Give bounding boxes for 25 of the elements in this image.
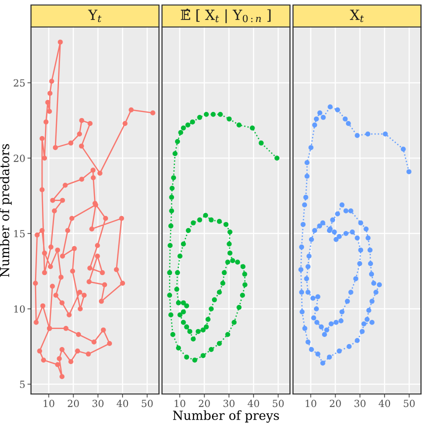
x-tick-label: 50	[272, 400, 284, 408]
x-tick-label: 10	[306, 400, 316, 408]
x-tick-label: 50	[142, 400, 153, 408]
y-tick-label: 5	[20, 380, 25, 388]
x-tick-label: 20	[68, 400, 79, 408]
x-tick-label: 10	[44, 400, 54, 408]
x-tick-label: 40	[248, 400, 260, 408]
chart-title: 𝔼̂ [ X$_{t}$ | Y$_{0:n}$ ]	[180, 8, 271, 24]
x-tick-label: 20	[330, 400, 341, 408]
x-tick-label: 40	[116, 400, 128, 408]
x-tick-label: 40	[378, 400, 390, 408]
chart-title: X$_{t}$	[350, 10, 364, 22]
y-tick-label: 10	[14, 305, 25, 313]
y-tick-label: 15	[14, 230, 25, 238]
x-tick-label: 30	[92, 400, 104, 408]
y-tick-label: 25	[14, 79, 25, 87]
chart-title: Y$_{t}$	[88, 10, 102, 22]
y-axis-title: Number of predators	[0, 144, 12, 277]
x-tick-label: 20	[198, 400, 210, 408]
x-tick-label: 10	[174, 400, 186, 408]
x-tick-label: 30	[354, 400, 366, 408]
x-tick-label: 50	[404, 400, 415, 408]
x-axis-title: Number of preys	[173, 410, 279, 423]
x-tick-label: 30	[224, 400, 234, 408]
y-tick-label: 20	[14, 154, 25, 162]
